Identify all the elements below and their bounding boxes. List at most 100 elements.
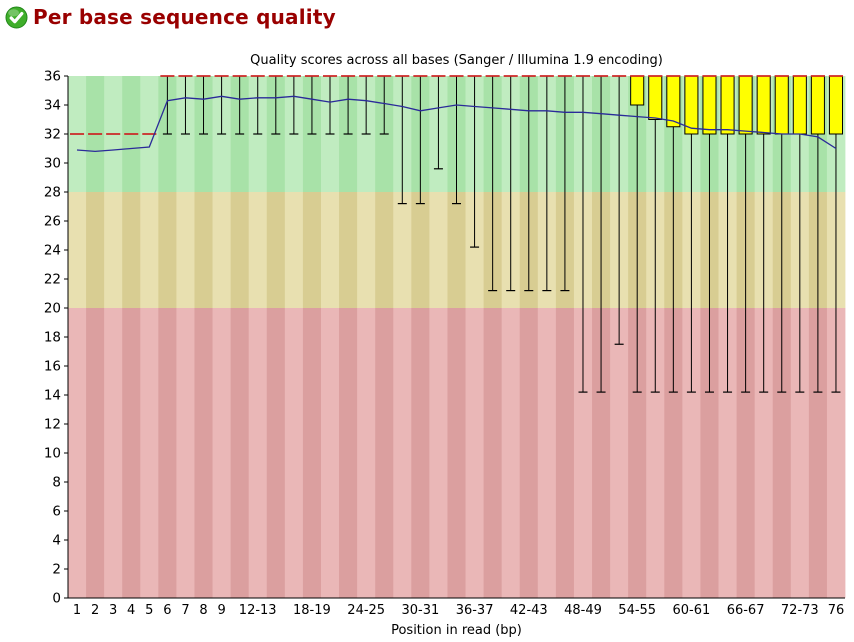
poor-quality-stripe xyxy=(754,308,774,598)
mean-line xyxy=(76,95,837,153)
poor-quality-stripe xyxy=(194,308,213,598)
ok-quality-stripe xyxy=(447,192,466,308)
x-tick-label: 4 xyxy=(127,603,135,618)
axes xyxy=(64,75,845,599)
iqr-box xyxy=(684,75,699,135)
poor-quality-stripe xyxy=(592,308,611,598)
iqr-box xyxy=(720,75,735,135)
ok-quality-stripe xyxy=(284,192,304,308)
x-tick-label: 24-25 xyxy=(347,603,385,618)
x-tick-label: 66-67 xyxy=(727,603,765,618)
y-tick-label: 24 xyxy=(44,243,61,259)
x-tick-label: 30-31 xyxy=(402,603,440,618)
poor-quality-stripe xyxy=(573,308,593,598)
poor-quality-stripe xyxy=(140,308,159,598)
poor-quality-stripe xyxy=(537,308,557,598)
poor-quality-stripe xyxy=(628,308,647,598)
y-tick-label: 16 xyxy=(44,359,61,375)
x-tick-label: 3 xyxy=(109,603,117,618)
x-tick-label: 36-37 xyxy=(456,603,494,618)
iqr-boxes xyxy=(630,75,843,135)
poor-quality-stripe xyxy=(447,308,466,598)
poor-quality-stripe xyxy=(302,308,322,598)
y-tick-label: 8 xyxy=(52,475,61,491)
x-tick-label: 12-13 xyxy=(239,603,277,618)
poor-quality-stripe xyxy=(284,308,304,598)
iqr-box xyxy=(774,75,789,135)
x-tick-label: 8 xyxy=(199,603,207,618)
ok-quality-stripe xyxy=(339,192,358,308)
iqr-box xyxy=(810,75,825,135)
ok-quality-stripe xyxy=(68,192,87,308)
iqr-box xyxy=(828,75,843,135)
y-tick-label: 30 xyxy=(44,156,61,172)
poor-quality-stripe xyxy=(176,308,195,598)
iqr-box xyxy=(756,75,771,135)
y-tick-label: 22 xyxy=(44,272,61,288)
y-tick-label: 12 xyxy=(44,417,61,433)
poor-quality-stripe xyxy=(393,308,412,598)
ok-quality-stripe xyxy=(465,192,484,308)
poor-quality-stripe xyxy=(700,308,719,598)
ok-quality-stripe xyxy=(248,192,268,308)
poor-quality-stripe xyxy=(248,308,268,598)
ok-quality-stripe xyxy=(194,192,213,308)
poor-quality-stripe xyxy=(501,308,521,598)
iqr-box xyxy=(666,75,681,128)
x-tick-label: 1 xyxy=(73,603,81,618)
poor-quality-stripe xyxy=(320,308,340,598)
ok-quality-stripe xyxy=(357,192,376,308)
poor-quality-stripe xyxy=(158,308,177,598)
poor-quality-stripe xyxy=(646,308,665,598)
poor-quality-stripe xyxy=(808,308,828,598)
poor-quality-stripe xyxy=(339,308,358,598)
iqr-box xyxy=(702,75,717,135)
poor-quality-stripe xyxy=(375,308,394,598)
y-tick-label: 6 xyxy=(52,504,61,520)
ok-quality-stripe xyxy=(104,192,123,308)
y-tick-label: 34 xyxy=(44,98,61,114)
x-tick-label: 18-19 xyxy=(293,603,331,618)
poor-quality-stripe xyxy=(411,308,430,598)
poor-quality-stripe xyxy=(736,308,756,598)
iqr-box xyxy=(738,75,753,135)
module-header: Per base sequence quality xyxy=(5,5,336,29)
poor-quality-stripe xyxy=(230,308,250,598)
check-icon xyxy=(5,6,28,28)
poor-quality-stripe xyxy=(610,308,629,598)
poor-quality-stripe xyxy=(104,308,123,598)
ok-quality-stripe xyxy=(393,192,412,308)
ok-quality-stripe xyxy=(302,192,322,308)
poor-quality-stripe xyxy=(664,308,683,598)
ok-quality-stripe xyxy=(375,192,394,308)
x-tick-label: 76 xyxy=(828,603,845,618)
y-tick-label: 28 xyxy=(44,185,61,201)
x-tick-label: 7 xyxy=(181,603,189,618)
ok-quality-stripe xyxy=(122,192,141,308)
page-title: Per base sequence quality xyxy=(33,5,336,29)
poor-quality-stripe xyxy=(826,308,846,598)
ok-quality-stripe xyxy=(266,192,286,308)
median-marks xyxy=(70,75,843,135)
ok-quality-stripe xyxy=(140,192,159,308)
poor-quality-stripe xyxy=(519,308,539,598)
poor-quality-stripe xyxy=(122,308,141,598)
poor-quality-stripe xyxy=(429,308,448,598)
poor-quality-stripe xyxy=(718,308,737,598)
poor-quality-stripe xyxy=(483,308,503,598)
y-tick-label: 2 xyxy=(52,562,61,578)
x-axis-label: Position in read (bp) xyxy=(391,623,522,638)
x-tick-label: 9 xyxy=(217,603,225,618)
poor-quality-stripe xyxy=(212,308,232,598)
x-tick-label: 72-73 xyxy=(781,603,819,618)
ok-quality-stripe xyxy=(230,192,250,308)
iqr-box xyxy=(792,75,807,135)
ok-quality-stripe xyxy=(320,192,340,308)
x-tick-label: 54-55 xyxy=(618,603,656,618)
ok-quality-stripe xyxy=(212,192,232,308)
x-tick-label: 42-43 xyxy=(510,603,548,618)
ok-quality-stripe xyxy=(411,192,430,308)
y-tick-label: 14 xyxy=(44,388,61,404)
y-tick-label: 10 xyxy=(44,446,61,462)
